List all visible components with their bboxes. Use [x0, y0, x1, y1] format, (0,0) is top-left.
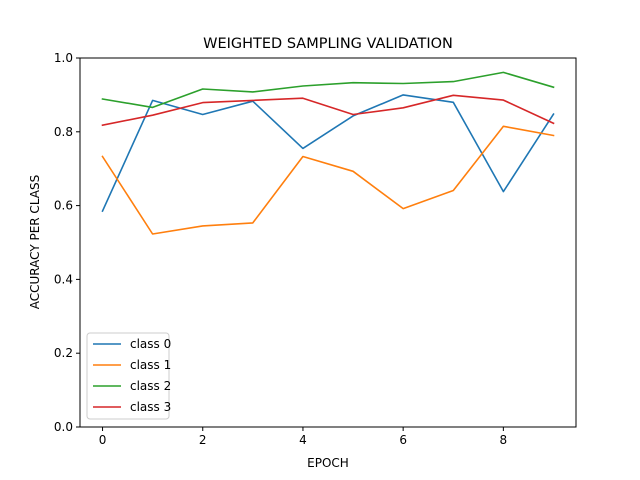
x-axis-label: EPOCH	[307, 456, 349, 470]
legend-box	[86, 332, 170, 420]
legend-label: class 3	[130, 400, 171, 414]
x-tick-label: 8	[500, 433, 508, 447]
legend: class 0 class 1 class 2 class 3	[86, 332, 171, 420]
y-tick-label: 0.0	[54, 420, 73, 434]
series-line-class-0	[101, 94, 555, 213]
series-line-class-1	[101, 125, 555, 235]
series-line-class-3	[101, 94, 555, 127]
y-tick-label: 0.6	[54, 199, 73, 213]
axis-ticks: 0 2 4 6 8 0.0 0.2 0.4 0.6 0.8 1.0	[54, 51, 507, 447]
x-tick-label: 2	[199, 433, 207, 447]
x-tick-label: 0	[99, 433, 107, 447]
y-axis-label: ACCURACY PER CLASS	[28, 175, 42, 309]
legend-label: class 1	[130, 358, 171, 372]
x-tick-label: 4	[299, 433, 307, 447]
y-tick-label: 0.8	[54, 125, 73, 139]
y-tick-label: 0.2	[54, 346, 73, 360]
y-tick-label: 0.4	[54, 272, 73, 286]
chart-title: WEIGHTED SAMPLING VALIDATION	[203, 36, 453, 52]
y-tick-label: 1.0	[54, 51, 73, 65]
legend-label: class 2	[130, 379, 171, 393]
legend-label: class 0	[130, 337, 171, 351]
x-tick-label: 6	[399, 433, 407, 447]
series-line-class-2	[101, 71, 555, 109]
series-lines	[101, 71, 555, 235]
plot-frame	[79, 57, 577, 428]
